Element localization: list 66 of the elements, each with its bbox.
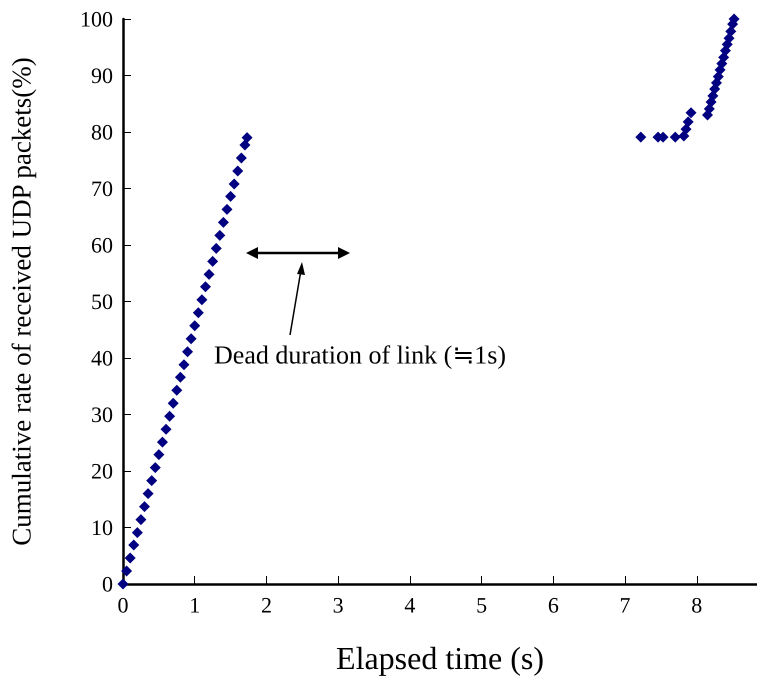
point — [225, 190, 236, 202]
point — [182, 346, 194, 358]
point — [132, 527, 143, 538]
x-tick-label: 2 — [260, 592, 272, 618]
y-tick-label: 50 — [91, 289, 113, 314]
point — [156, 436, 168, 448]
point — [164, 410, 176, 422]
y-tick-label: 60 — [91, 232, 113, 258]
point — [680, 124, 692, 135]
point — [168, 398, 179, 409]
y-tick-label: 20 — [91, 458, 113, 484]
point — [174, 372, 186, 383]
point — [192, 307, 204, 318]
point — [146, 475, 158, 486]
point — [239, 139, 250, 150]
point — [178, 359, 190, 370]
point — [228, 178, 240, 190]
point — [221, 204, 232, 215]
point — [196, 294, 208, 306]
point — [214, 230, 226, 241]
x-tick-label: 4 — [404, 592, 416, 618]
point — [142, 488, 154, 500]
x-tick-label: 6 — [548, 592, 559, 618]
point — [118, 578, 128, 590]
x-tick-label: 1 — [189, 592, 200, 618]
point — [686, 107, 697, 118]
y-tick-label: 70 — [91, 176, 113, 201]
y-tick-label: 80 — [91, 120, 113, 144]
point — [635, 132, 646, 143]
point — [153, 449, 164, 460]
point — [124, 552, 136, 564]
x-tick-label: 0 — [118, 592, 128, 618]
y-axis-title: Cumulative rate of received UDP packets(%) — [6, 57, 36, 546]
point — [236, 152, 247, 164]
point — [207, 256, 218, 267]
point — [704, 103, 715, 114]
point — [160, 424, 172, 435]
point — [139, 501, 150, 512]
x-tick-label: 7 — [620, 592, 631, 618]
x-tick-label: 3 — [332, 592, 344, 618]
point — [232, 165, 244, 176]
y-tick-label: 0 — [102, 572, 113, 596]
y-tick-label: 100 — [80, 6, 113, 32]
point — [200, 281, 211, 292]
y-tick-label: 10 — [91, 515, 113, 540]
x-tick-label: 5 — [476, 592, 488, 618]
y-tick-label: 40 — [91, 346, 113, 370]
y-tick-label: 90 — [91, 63, 113, 88]
point — [121, 566, 132, 577]
point — [150, 462, 161, 474]
point — [218, 216, 229, 228]
point — [186, 333, 197, 344]
annotation: Dead duration of link (≒1s) — [214, 340, 506, 370]
point — [670, 132, 681, 143]
point — [725, 26, 736, 37]
point — [682, 116, 694, 128]
point — [189, 320, 200, 332]
x-tick-label: 8 — [691, 592, 702, 618]
y-tick-label: 30 — [91, 402, 113, 427]
point — [135, 514, 146, 526]
point — [242, 132, 253, 144]
point — [171, 384, 182, 396]
point — [128, 540, 140, 551]
point — [204, 268, 215, 280]
point — [210, 242, 222, 254]
x-axis-title: Elapsed time (s) — [336, 640, 544, 676]
